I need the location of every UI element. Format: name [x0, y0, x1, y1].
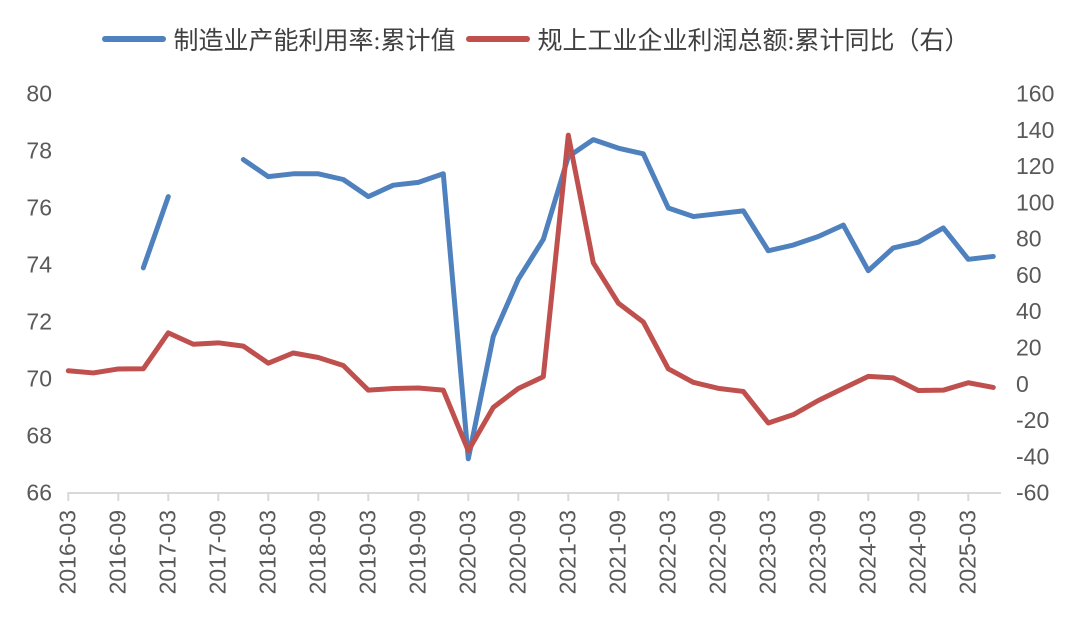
left-axis-tick-label: 68	[26, 423, 52, 449]
legend-label-profit-growth: 规上工业企业利润总额:累计同比（右）	[537, 28, 970, 55]
series-line-profit-growth	[65, 132, 996, 454]
right-axis-tick-label: -60	[1016, 480, 1049, 506]
x-axis-tick-label: 2016-03	[54, 510, 80, 594]
legend-item-profit-growth: 规上工业企业利润总额:累计同比（右）	[465, 21, 970, 57]
x-axis-tick-label: 2016-09	[104, 510, 130, 594]
left-axis-tick-label: 70	[26, 366, 52, 392]
right-axis-tick-label: 60	[1016, 262, 1042, 288]
legend-label-capacity-utilization: 制造业产能利用率:累计值	[173, 28, 456, 55]
right-axis-tick-label: 140	[1016, 117, 1054, 143]
left-axis-tick-label: 72	[26, 309, 52, 335]
x-axis-tick-label: 2021-03	[554, 510, 580, 594]
x-axis-tick-label: 2025-03	[954, 510, 980, 594]
left-axis-tick-label: 78	[26, 138, 52, 164]
left-axis-tick-label: 76	[26, 195, 52, 221]
chart-legend: 制造业产能利用率:累计值 规上工业企业利润总额:累计同比（右）	[0, 21, 1071, 57]
x-axis-tick-label: 2024-03	[854, 510, 880, 594]
right-axis-tick-label: 160	[1016, 81, 1054, 107]
x-axis-tick-label: 2023-09	[804, 510, 830, 594]
x-axis-tick-label: 2019-09	[404, 510, 430, 594]
x-axis-tick-label: 2017-03	[154, 510, 180, 594]
left-axis-tick-label: 66	[26, 480, 52, 506]
legend-line-swatch-blue	[101, 36, 166, 42]
x-axis-tick-label: 2020-03	[454, 510, 480, 594]
right-axis-tick-label: 80	[1016, 226, 1042, 252]
x-axis-tick-label: 2023-03	[754, 510, 780, 594]
left-axis-tick-label: 74	[26, 252, 52, 278]
right-axis-tick-label: -40	[1016, 443, 1049, 469]
right-axis-tick-label: 100	[1016, 189, 1054, 215]
legend-item-capacity-utilization: 制造业产能利用率:累计值	[101, 21, 456, 57]
x-axis-tick-label: 2024-09	[904, 510, 930, 594]
series-line-capacity-utilization	[240, 137, 996, 462]
right-axis-tick-label: -20	[1016, 407, 1049, 433]
right-axis-tick-label: 0	[1016, 371, 1029, 397]
right-axis-tick-label: 40	[1016, 298, 1042, 324]
x-axis-tick-label: 2022-03	[654, 510, 680, 594]
x-axis-tick-label: 2022-09	[704, 510, 730, 594]
right-axis-tick-label: 120	[1016, 153, 1054, 179]
x-axis-tick-label: 2017-09	[204, 510, 230, 594]
x-axis-tick-label: 2020-09	[504, 510, 530, 594]
x-axis-tick-label: 2018-09	[304, 510, 330, 594]
legend-line-swatch-red	[465, 36, 530, 42]
x-axis-tick-label: 2019-03	[354, 510, 380, 594]
x-axis-tick-label: 2021-09	[604, 510, 630, 594]
x-axis-tick-label: 2018-03	[254, 510, 280, 594]
left-axis-tick-label: 80	[26, 81, 52, 107]
right-axis-tick-label: 20	[1016, 334, 1042, 360]
series-line-capacity-utilization	[140, 194, 171, 271]
